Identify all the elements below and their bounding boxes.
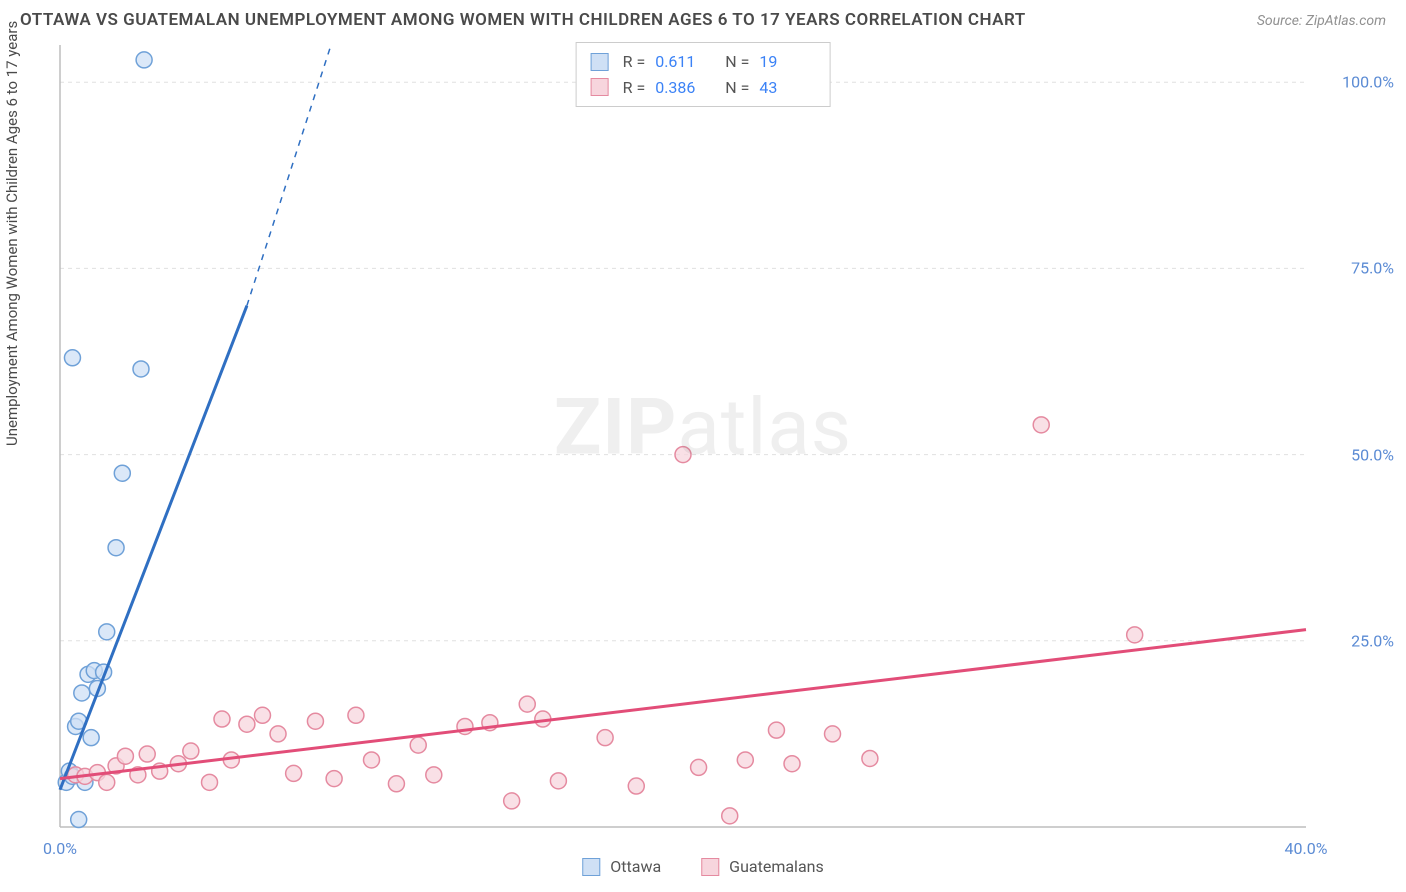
data-point	[202, 774, 218, 790]
data-point	[784, 756, 800, 772]
chart-header: OTTAWA VS GUATEMALAN UNEMPLOYMENT AMONG …	[0, 0, 1406, 34]
data-point	[108, 540, 124, 556]
data-point	[64, 350, 80, 366]
y-tick-label: 50.0%	[1351, 445, 1394, 464]
x-tick-label: 40.0%	[1285, 839, 1328, 858]
r-value: 0.611	[655, 49, 711, 75]
n-value: 19	[759, 49, 815, 75]
data-point	[99, 624, 115, 640]
n-value: 43	[759, 75, 815, 101]
legend-label: Guatemalans	[729, 857, 824, 876]
legend-swatch	[591, 53, 609, 71]
chart-title: OTTAWA VS GUATEMALAN UNEMPLOYMENT AMONG …	[20, 10, 1026, 30]
data-point	[214, 711, 230, 727]
data-point	[139, 746, 155, 762]
data-point	[722, 808, 738, 824]
data-point	[426, 767, 442, 783]
legend-swatch	[701, 858, 719, 876]
data-point	[71, 812, 87, 828]
series-legend: Ottawa Guatemalans	[582, 857, 823, 876]
legend-item: Ottawa	[582, 857, 661, 876]
trend-line-extrapolated	[247, 45, 331, 306]
y-tick-label: 100.0%	[1342, 73, 1394, 92]
data-point	[550, 773, 566, 789]
data-point	[519, 696, 535, 712]
n-label: N =	[725, 75, 749, 101]
legend-item: Guatemalans	[701, 857, 824, 876]
data-point	[825, 726, 841, 742]
scatter-chart-svg	[50, 40, 1316, 837]
stats-row: R = 0.611 N = 19	[591, 49, 816, 75]
y-tick-label: 75.0%	[1351, 259, 1394, 278]
trend-line	[60, 630, 1306, 779]
data-point	[74, 685, 90, 701]
data-point	[348, 707, 364, 723]
y-tick-label: 25.0%	[1351, 631, 1394, 650]
data-point	[388, 776, 404, 792]
data-point	[307, 713, 323, 729]
n-label: N =	[725, 49, 749, 75]
data-point	[410, 737, 426, 753]
data-point	[691, 759, 707, 775]
data-point	[286, 765, 302, 781]
data-point	[628, 778, 644, 794]
data-point	[183, 743, 199, 759]
data-point	[737, 752, 753, 768]
x-tick-label: 0.0%	[43, 839, 77, 858]
chart-source: Source: ZipAtlas.com	[1257, 13, 1386, 29]
data-point	[117, 748, 133, 764]
legend-swatch	[591, 78, 609, 96]
data-point	[133, 361, 149, 377]
data-point	[99, 774, 115, 790]
data-point	[239, 716, 255, 732]
r-label: R =	[623, 49, 646, 75]
legend-label: Ottawa	[610, 857, 661, 876]
stats-row: R = 0.386 N = 43	[591, 75, 816, 101]
data-point	[675, 447, 691, 463]
data-point	[136, 52, 152, 68]
data-point	[114, 465, 130, 481]
correlation-stats-box: R = 0.611 N = 19 R = 0.386 N = 43	[576, 42, 831, 107]
data-point	[768, 722, 784, 738]
r-value: 0.386	[655, 75, 711, 101]
r-label: R =	[623, 75, 646, 101]
data-point	[1127, 627, 1143, 643]
y-axis-label: Unemployment Among Women with Children A…	[3, 21, 21, 446]
data-point	[83, 730, 99, 746]
data-point	[254, 707, 270, 723]
chart-plot-area	[50, 40, 1316, 837]
data-point	[1033, 417, 1049, 433]
data-point	[270, 726, 286, 742]
data-point	[597, 730, 613, 746]
data-point	[504, 793, 520, 809]
data-point	[862, 750, 878, 766]
data-point	[326, 771, 342, 787]
legend-swatch	[582, 858, 600, 876]
data-point	[364, 752, 380, 768]
